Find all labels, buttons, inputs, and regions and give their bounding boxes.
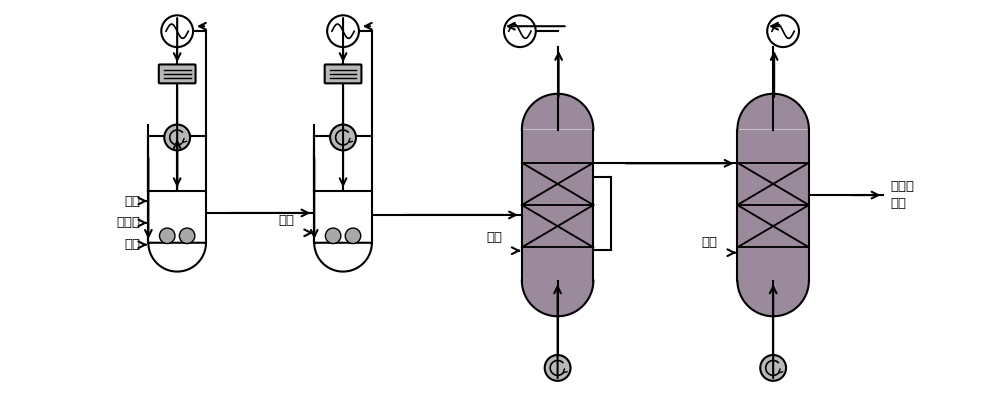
Polygon shape [314,191,372,243]
Circle shape [545,355,571,381]
Text: 催化剑: 催化剑 [116,216,140,229]
Circle shape [345,228,361,244]
FancyBboxPatch shape [159,64,196,83]
Text: 氢气: 氢气 [486,231,502,244]
Polygon shape [737,94,809,129]
Circle shape [179,228,195,244]
Text: 丙烯: 丙烯 [124,238,140,251]
Polygon shape [148,243,206,271]
Bar [737,129,809,281]
Circle shape [767,15,799,47]
Text: 聚丙烯
粉料: 聚丙烯 粉料 [890,180,914,210]
Text: 氢气: 氢气 [702,236,718,249]
Text: 氢气: 氢气 [278,215,294,227]
Circle shape [760,355,786,381]
Polygon shape [314,243,372,271]
Bar [522,129,593,281]
Polygon shape [522,94,593,129]
Circle shape [325,228,341,244]
Circle shape [330,124,356,150]
Text: 氢气: 氢气 [124,195,140,208]
Circle shape [159,228,175,244]
Polygon shape [148,191,206,243]
Circle shape [164,124,190,150]
FancyBboxPatch shape [325,64,361,83]
Circle shape [161,15,193,47]
Polygon shape [737,281,809,316]
Circle shape [504,15,536,47]
Circle shape [327,15,359,47]
Polygon shape [522,281,593,316]
